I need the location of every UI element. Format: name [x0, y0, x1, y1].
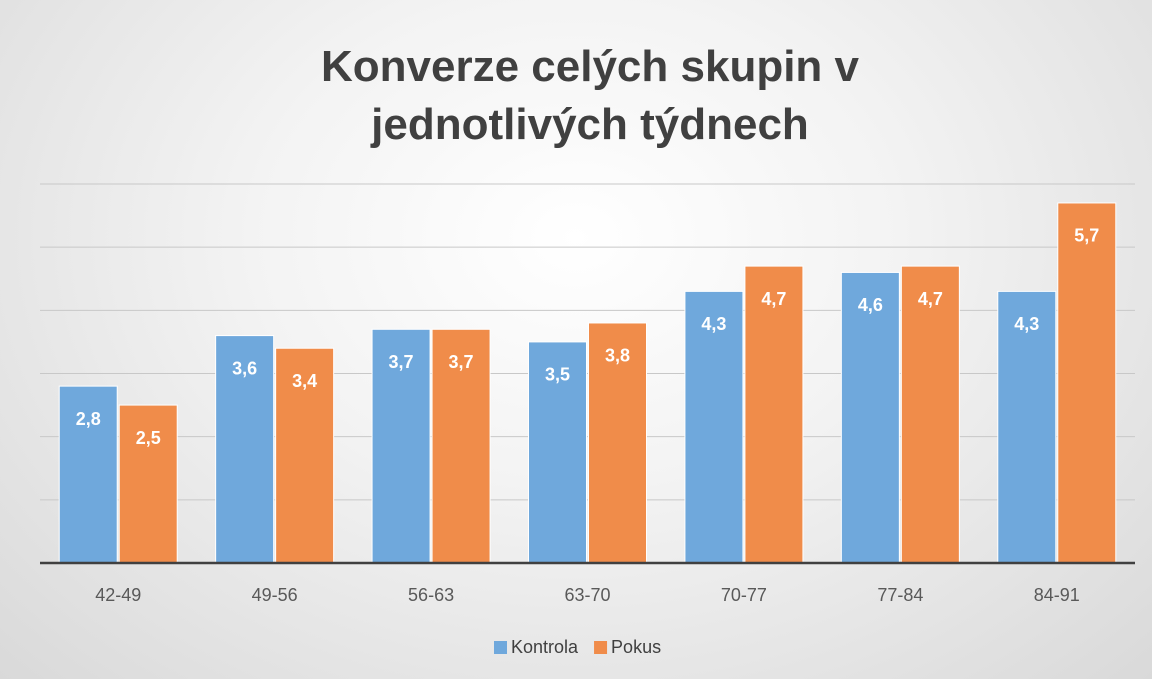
data-label: 3,8	[605, 346, 630, 366]
bar	[997, 290, 1057, 564]
x-tick-label: 56-63	[408, 585, 454, 605]
data-label: 3,6	[232, 358, 257, 378]
bar	[840, 271, 900, 564]
bar	[684, 290, 744, 564]
data-label: 3,7	[389, 352, 414, 372]
bar	[588, 322, 647, 564]
legend-label: Pokus	[611, 637, 661, 657]
x-tick-label: 63-70	[564, 585, 610, 605]
chart-title: Konverze celých skupin v jednotlivých tý…	[321, 42, 859, 149]
legend-swatch	[494, 641, 507, 654]
data-label: 5,7	[1074, 226, 1099, 246]
bar	[118, 404, 178, 564]
legend-swatch	[594, 641, 608, 654]
data-label: 4,3	[701, 314, 726, 334]
x-tick-label: 42-49	[95, 585, 141, 605]
data-label: 3,5	[545, 365, 570, 385]
data-label: 2,5	[136, 428, 161, 448]
data-label: 3,7	[449, 352, 474, 372]
data-label: 4,7	[761, 289, 786, 309]
bar	[744, 265, 804, 564]
x-tick-label: 49-56	[252, 585, 298, 605]
x-tick-label: 77-84	[877, 585, 923, 605]
legend-label: Kontrola	[511, 637, 579, 657]
data-label: 3,4	[292, 371, 317, 391]
data-label: 2,8	[76, 409, 101, 429]
data-label: 4,3	[1014, 314, 1039, 334]
x-tick-label: 84-91	[1034, 585, 1080, 605]
data-label: 4,6	[858, 295, 883, 315]
bar	[528, 341, 587, 564]
bar	[58, 385, 118, 564]
bar	[371, 328, 431, 564]
bar	[1057, 202, 1117, 564]
bar	[900, 265, 960, 564]
x-tick-label: 70-77	[721, 585, 767, 605]
bar	[215, 335, 275, 564]
data-label: 4,7	[918, 289, 943, 309]
